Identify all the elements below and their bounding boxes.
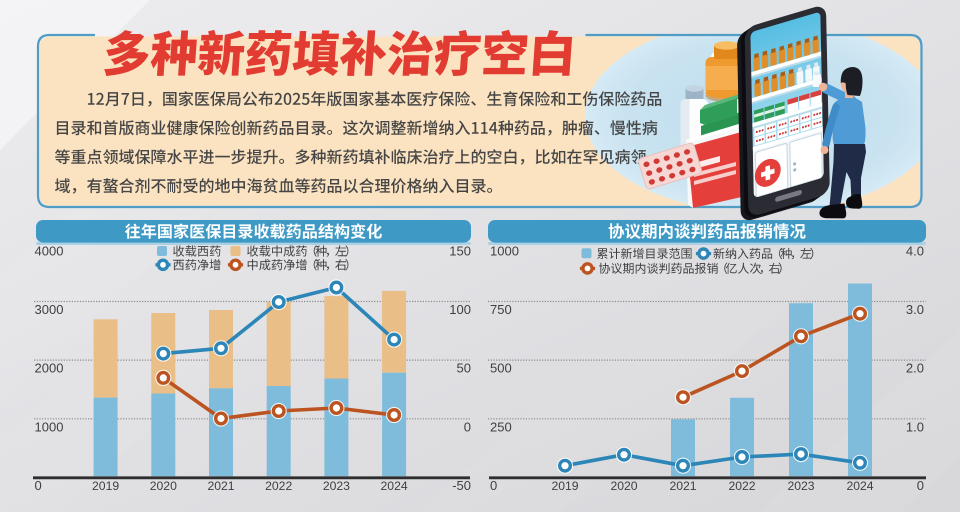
svg-text:750: 750 bbox=[490, 302, 512, 317]
svg-text:0: 0 bbox=[35, 478, 42, 493]
svg-text:100: 100 bbox=[449, 302, 471, 317]
svg-text:2023: 2023 bbox=[787, 479, 814, 493]
svg-text:2021: 2021 bbox=[207, 479, 234, 493]
svg-text:2019: 2019 bbox=[551, 479, 578, 493]
svg-text:-50: -50 bbox=[452, 478, 471, 493]
svg-text:1000: 1000 bbox=[35, 419, 64, 434]
svg-text:0: 0 bbox=[464, 419, 471, 434]
svg-text:2023: 2023 bbox=[323, 479, 350, 493]
svg-text:0: 0 bbox=[490, 478, 497, 493]
svg-text:250: 250 bbox=[490, 419, 512, 434]
svg-text:2022: 2022 bbox=[728, 479, 755, 493]
svg-text:2020: 2020 bbox=[150, 479, 177, 493]
svg-text:150: 150 bbox=[449, 243, 471, 258]
svg-text:3.0: 3.0 bbox=[906, 302, 924, 317]
svg-text:1.0: 1.0 bbox=[906, 419, 924, 434]
svg-text:2.0: 2.0 bbox=[906, 361, 924, 376]
svg-text:1000: 1000 bbox=[490, 243, 519, 258]
svg-text:2024: 2024 bbox=[381, 479, 408, 493]
svg-text:2020: 2020 bbox=[610, 479, 637, 493]
svg-text:500: 500 bbox=[490, 361, 512, 376]
svg-text:2000: 2000 bbox=[35, 361, 64, 376]
svg-text:50: 50 bbox=[457, 361, 471, 376]
svg-text:4.0: 4.0 bbox=[906, 243, 924, 258]
svg-text:4000: 4000 bbox=[35, 243, 64, 258]
svg-text:2019: 2019 bbox=[92, 479, 119, 493]
svg-text:3000: 3000 bbox=[35, 302, 64, 317]
svg-text:2021: 2021 bbox=[669, 479, 696, 493]
svg-text:2022: 2022 bbox=[265, 479, 292, 493]
svg-text:0: 0 bbox=[917, 478, 924, 493]
svg-text:2024: 2024 bbox=[846, 479, 873, 493]
